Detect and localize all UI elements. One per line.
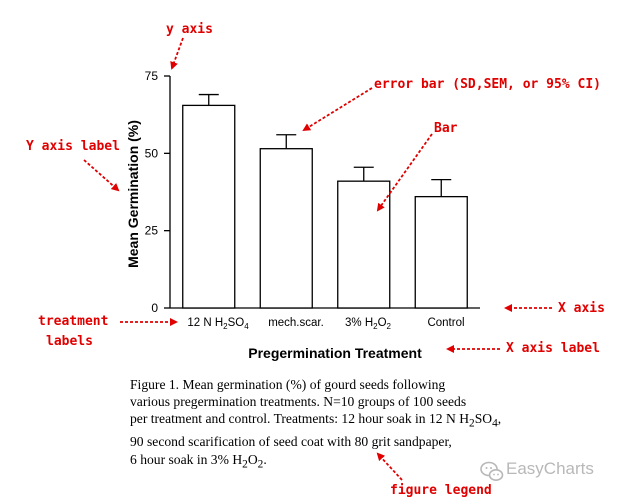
category-label-h2so4: 12 N H2SO4 (187, 317, 249, 331)
caption-text: per treatment and control. Treatments: 1… (130, 411, 470, 427)
error-bars (198, 93, 452, 197)
annotation-arrow-y-axis (170, 37, 184, 70)
caption-subscript: 4 (492, 418, 498, 431)
category-label-h2o2: 3% H2O2 (345, 317, 392, 331)
caption-text: , (497, 411, 502, 427)
annotation-bar: Bar (434, 121, 458, 136)
caption-line: 90 second scarification of seed coat wit… (130, 434, 452, 450)
caption-text: . (263, 451, 267, 467)
caption-subscript: 2 (469, 418, 475, 431)
y-tick-label: 25 (145, 224, 159, 238)
watermark: EasyCharts (480, 456, 630, 486)
watermark-text: EasyCharts (506, 459, 594, 478)
caption-text: SO (474, 411, 493, 427)
annotation-x-axis: X axis (558, 301, 605, 316)
annotation-error-bar: error bar (SD,SEM, or 95% CI) (374, 77, 601, 92)
annotation-treatment-labels-line1: treatment (38, 314, 108, 329)
y-tick-label: 75 (145, 69, 159, 83)
figure-caption: Figure 1. Mean germination (%) of gourd … (130, 376, 600, 473)
caption-line: Figure 1. Mean germination (%) of gourd … (130, 377, 446, 392)
bar (259, 148, 313, 309)
caption-line: per treatment and control. Treatments: 1… (130, 410, 600, 433)
caption-subscript: 2 (242, 458, 248, 471)
annotation-treatment-labels-line2: labels (46, 334, 93, 349)
x-axis-title: Pregermination Treatment (248, 345, 422, 361)
annotation-x-axis-label: X axis label (506, 341, 600, 356)
bar (182, 104, 236, 309)
annotation-figure-legend: figure legend (390, 483, 492, 498)
y-tick-label: 0 (151, 301, 158, 315)
annotation-y-axis: y axis (166, 22, 213, 37)
bar (337, 180, 391, 309)
y-ticks: 0 25 50 75 (145, 69, 170, 315)
annotation-arrow-figure-legend (376, 452, 403, 481)
caption-text: O (247, 451, 258, 467)
category-label-control: Control (427, 317, 464, 329)
annotation-arrow-error-bar (302, 87, 373, 132)
y-axis-title: Mean Germination (%) (125, 120, 141, 268)
caption-text: 6 hour soak in 3% H (130, 451, 243, 467)
caption-line: various pregermination treatments. N=10 … (130, 394, 467, 410)
y-tick-label: 50 (145, 146, 159, 160)
bars (182, 104, 468, 309)
category-label-mech: mech.scar. (268, 317, 324, 329)
annotation-y-axis-label: Y axis label (26, 139, 120, 154)
annotation-arrow-y-axis-label (83, 159, 120, 192)
bar (414, 195, 468, 309)
wechat-icon (480, 461, 504, 481)
caption-line: 6 hour soak in 3% H2O2. (130, 451, 600, 474)
annotation-arrow-bar (376, 133, 433, 212)
caption-subscript: 2 (257, 458, 264, 471)
